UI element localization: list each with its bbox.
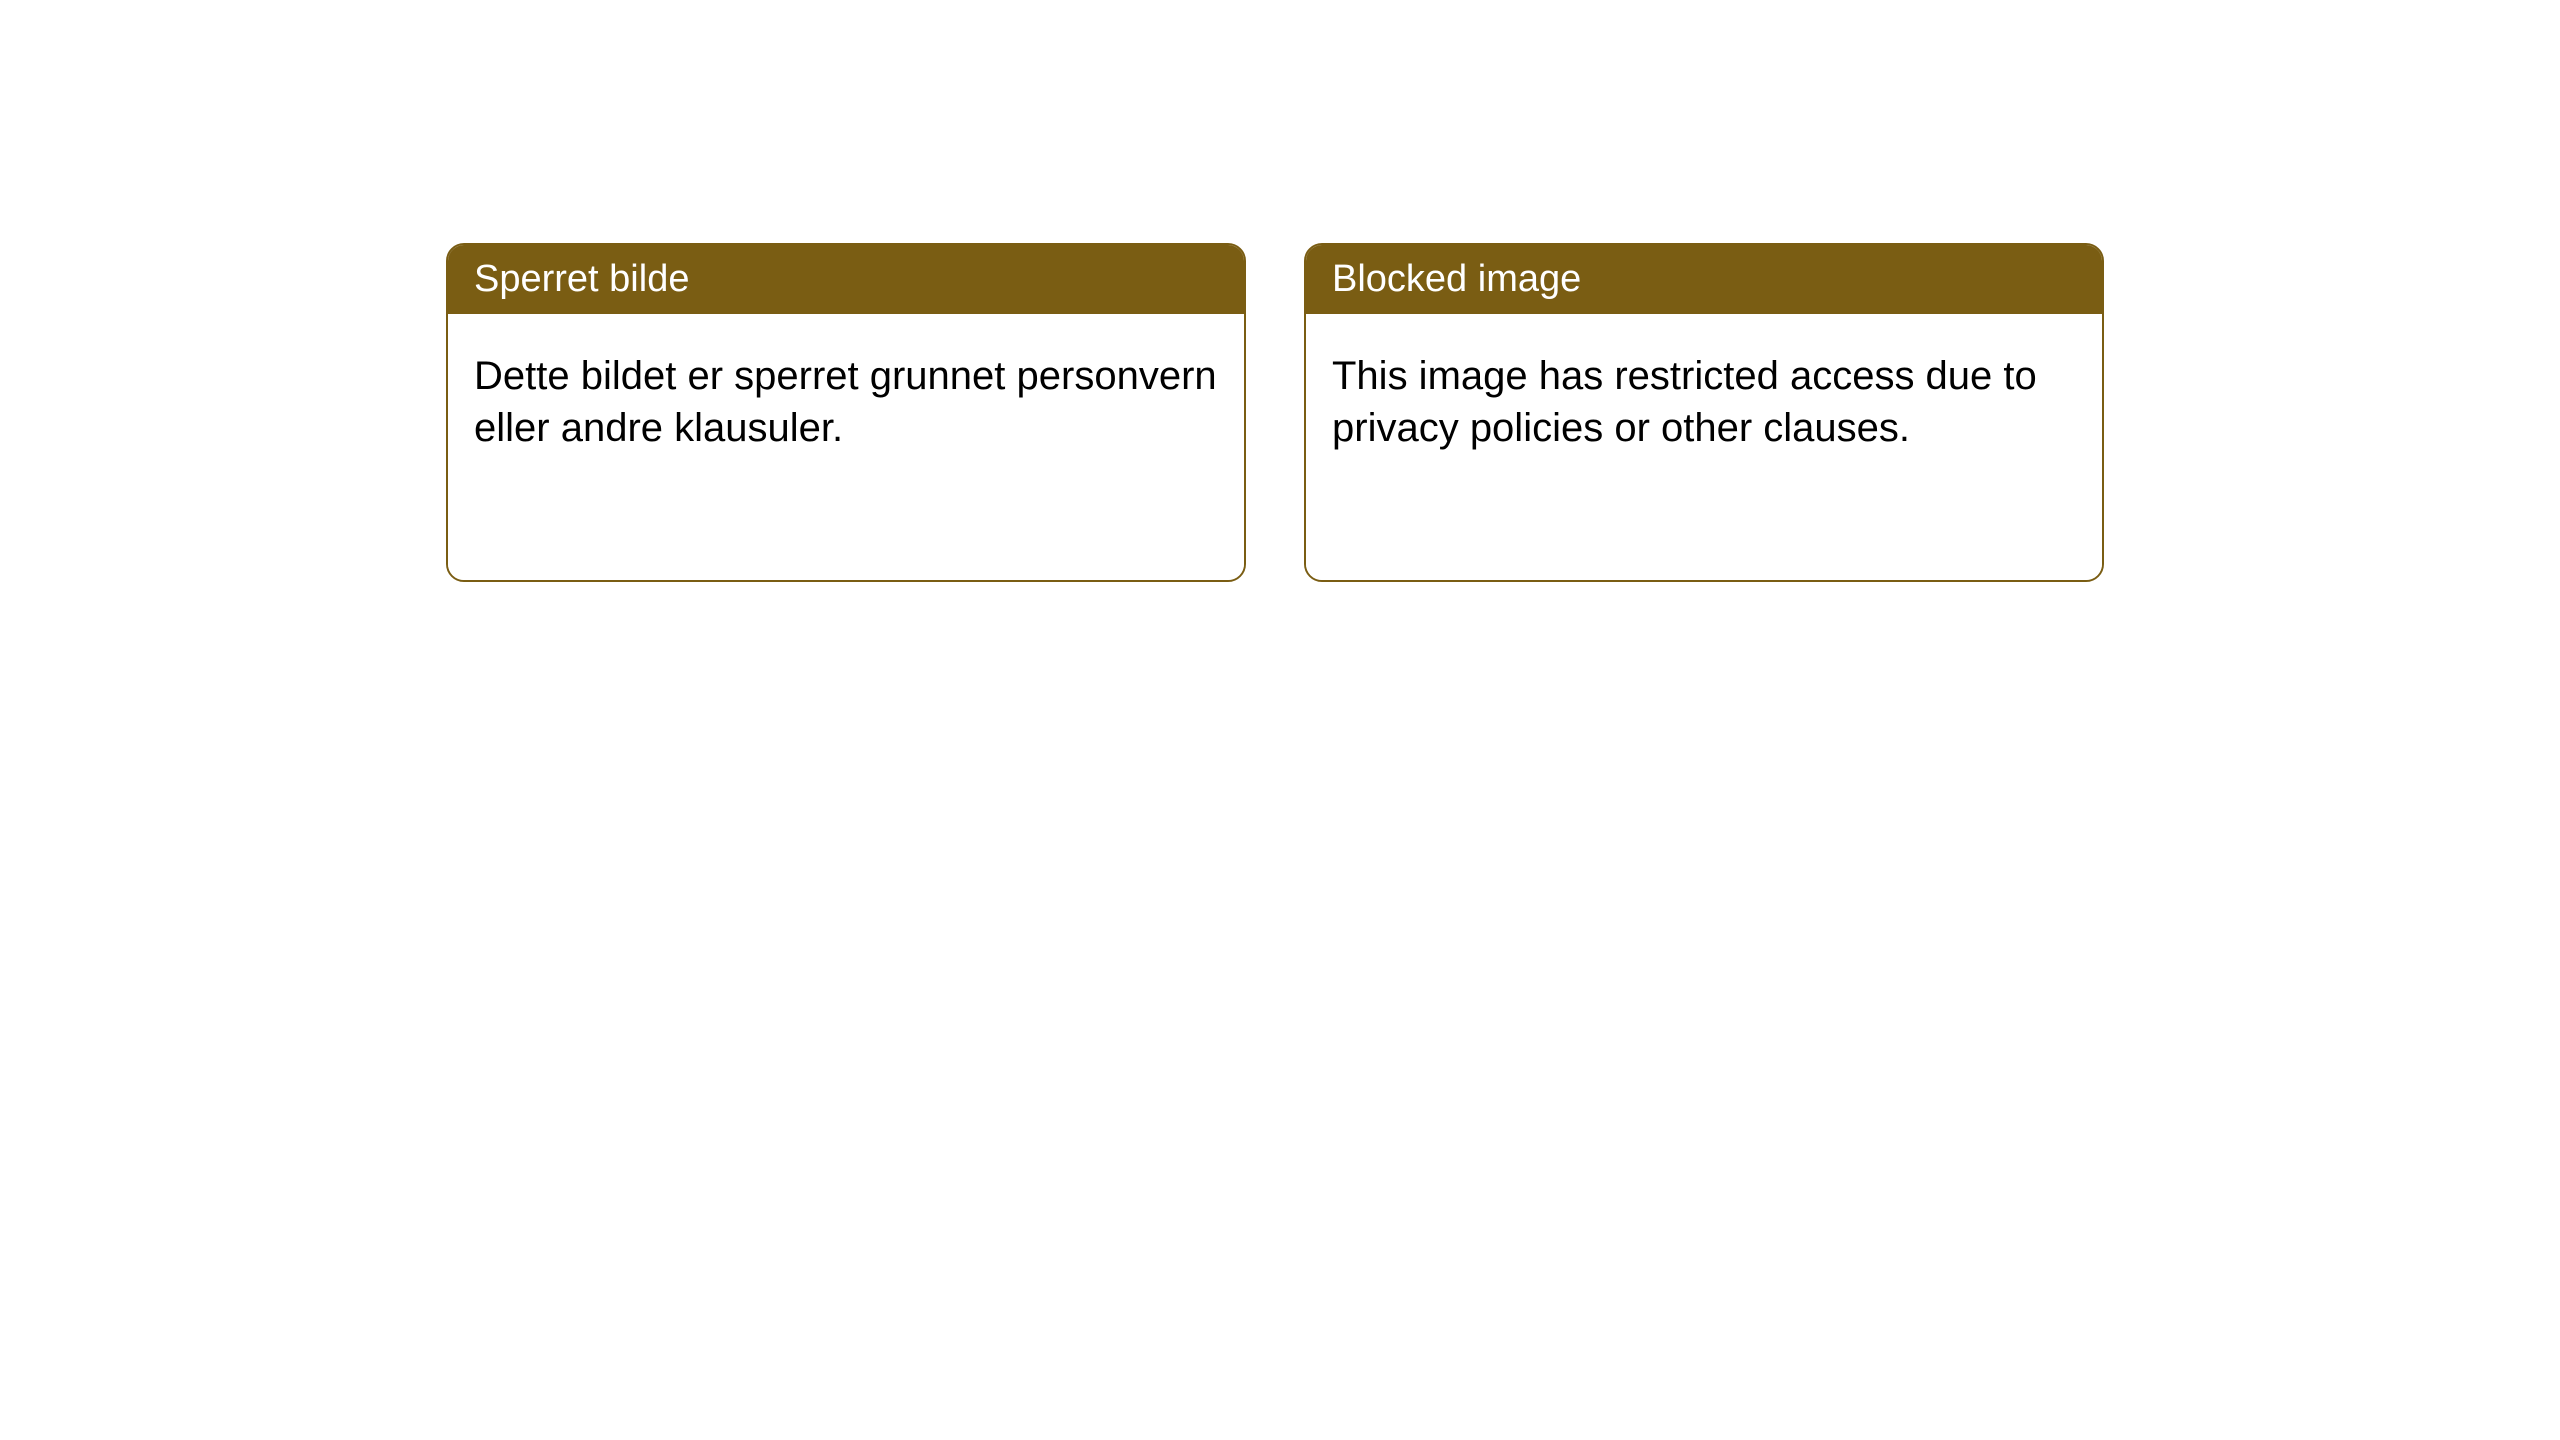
card-header: Blocked image [1306, 245, 2102, 314]
card-body: This image has restricted access due to … [1306, 314, 2102, 580]
card-header-text: Sperret bilde [474, 258, 689, 300]
blocked-image-card-no: Sperret bilde Dette bildet er sperret gr… [446, 243, 1246, 582]
card-body-text: This image has restricted access due to … [1332, 354, 2037, 450]
card-container: Sperret bilde Dette bildet er sperret gr… [446, 243, 2104, 582]
card-body-text: Dette bildet er sperret grunnet personve… [474, 354, 1217, 450]
card-header-text: Blocked image [1332, 258, 1581, 300]
card-body: Dette bildet er sperret grunnet personve… [448, 314, 1244, 580]
blocked-image-card-en: Blocked image This image has restricted … [1304, 243, 2104, 582]
card-header: Sperret bilde [448, 245, 1244, 314]
